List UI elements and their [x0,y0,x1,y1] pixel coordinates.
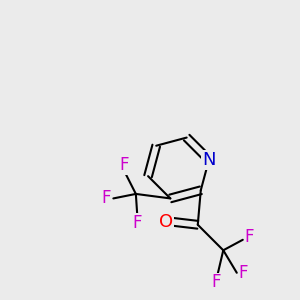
Text: F: F [120,156,129,174]
Text: F: F [211,273,220,291]
Text: N: N [202,151,216,169]
Text: F: F [238,264,248,282]
Text: O: O [159,213,173,231]
Text: F: F [133,214,142,232]
Text: F: F [101,189,111,207]
Text: F: F [244,228,254,246]
